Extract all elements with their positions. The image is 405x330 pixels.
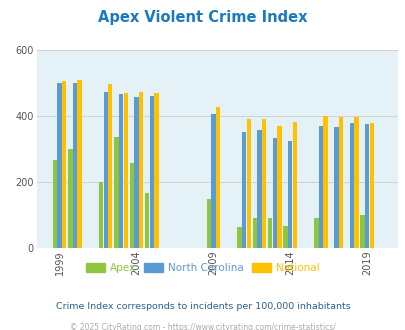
Bar <box>119 94 123 248</box>
Bar <box>360 214 364 248</box>
Text: © 2025 CityRating.com - https://www.cityrating.com/crime-statistics/: © 2025 CityRating.com - https://www.city… <box>70 323 335 330</box>
Bar <box>277 126 281 248</box>
Bar <box>252 218 256 248</box>
Text: Apex Violent Crime Index: Apex Violent Crime Index <box>98 10 307 25</box>
Bar <box>134 97 138 248</box>
Legend: Apex, North Carolina, National: Apex, North Carolina, National <box>82 258 323 277</box>
Bar <box>149 96 153 248</box>
Bar <box>283 226 287 248</box>
Bar <box>364 124 369 248</box>
Bar <box>68 148 72 248</box>
Bar <box>58 82 62 248</box>
Bar <box>72 82 77 248</box>
Bar <box>318 126 322 248</box>
Bar <box>292 122 296 248</box>
Bar <box>130 163 134 248</box>
Bar <box>333 127 338 248</box>
Bar <box>154 93 158 248</box>
Text: Crime Index corresponds to incidents per 100,000 inhabitants: Crime Index corresponds to incidents per… <box>55 302 350 311</box>
Bar <box>99 182 103 248</box>
Bar <box>257 130 261 248</box>
Bar <box>108 84 112 248</box>
Bar <box>323 115 327 248</box>
Bar <box>215 107 220 248</box>
Bar <box>241 132 246 248</box>
Bar <box>349 123 353 248</box>
Bar <box>103 92 108 248</box>
Bar <box>211 114 215 248</box>
Bar <box>53 160 57 248</box>
Bar <box>145 193 149 248</box>
Bar <box>62 81 66 248</box>
Bar <box>237 227 241 248</box>
Bar <box>114 137 118 248</box>
Bar <box>272 138 276 248</box>
Bar <box>288 141 292 248</box>
Bar <box>139 92 143 248</box>
Bar <box>77 80 81 248</box>
Bar <box>313 218 318 248</box>
Bar <box>206 199 210 248</box>
Bar <box>338 117 342 248</box>
Bar <box>261 119 266 248</box>
Bar <box>267 218 272 248</box>
Bar <box>369 123 373 248</box>
Bar <box>246 119 250 248</box>
Bar <box>353 117 358 248</box>
Bar <box>123 93 128 248</box>
